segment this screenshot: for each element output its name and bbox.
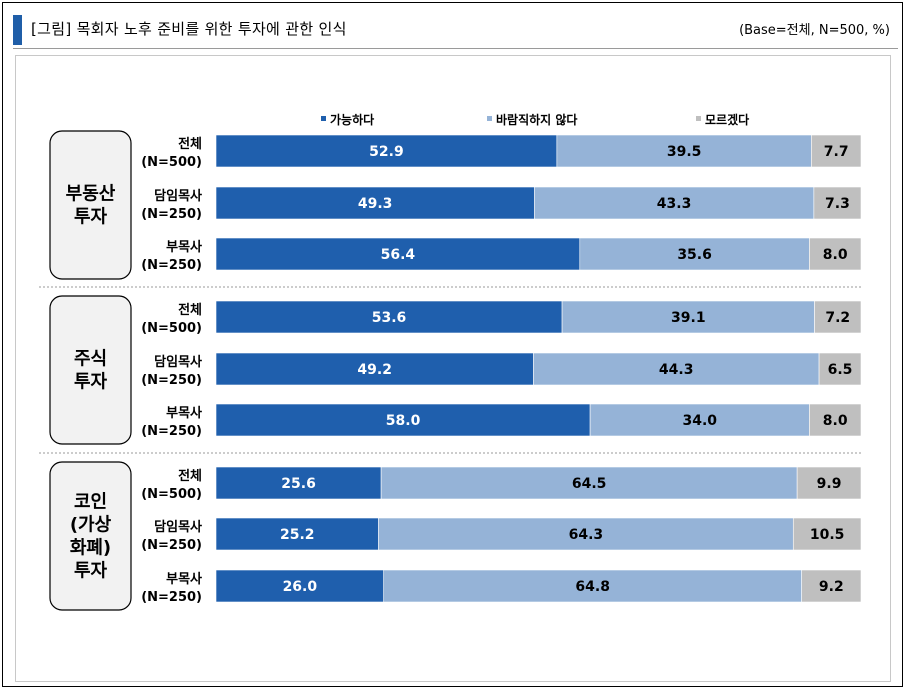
legend-label-2: 바람직하지 않다 bbox=[496, 112, 577, 127]
bar-segment-1-3-2 bbox=[579, 237, 810, 271]
row-label-3-2: 담임목사 bbox=[154, 519, 202, 535]
row-label-1-3: 부목사 bbox=[166, 239, 202, 255]
group-label-2-line-1: 주식 bbox=[74, 349, 107, 370]
row-n-3-1: (N=500) bbox=[141, 487, 202, 502]
bar-segment-3-2-3 bbox=[792, 517, 862, 551]
bar-segment-2-2-2 bbox=[533, 352, 820, 386]
bar-value-1-1-3: 7.7 bbox=[824, 144, 849, 160]
bar-segment-2-1-2 bbox=[561, 300, 815, 334]
row-label-2-2: 담임목사 bbox=[154, 354, 202, 370]
bar-value-2-3-2: 34.0 bbox=[682, 413, 717, 429]
legend-label-1: 가능하다 bbox=[330, 112, 374, 127]
row-n-1-1: (N=500) bbox=[141, 155, 202, 170]
group-box-1 bbox=[49, 130, 132, 280]
legend-swatch-1 bbox=[321, 116, 326, 121]
title-divider bbox=[13, 48, 898, 49]
bar-value-3-2-1: 25.2 bbox=[280, 527, 315, 543]
bar-value-3-1-1: 25.6 bbox=[281, 476, 316, 492]
plot-area-border bbox=[15, 55, 891, 682]
bar-value-1-3-1: 56.4 bbox=[381, 247, 416, 263]
bar-segment-3-1-3 bbox=[796, 466, 862, 500]
group-label-3-line-1: 코인 bbox=[74, 492, 107, 513]
legend-swatch-2 bbox=[487, 116, 492, 121]
legend-swatch-3 bbox=[696, 116, 701, 121]
bar-segment-1-3-1 bbox=[215, 237, 581, 271]
bar-segment-3-2-2 bbox=[378, 517, 794, 551]
chart-title: [그림] 목회자 노후 준비를 위한 투자에 관한 인식 bbox=[31, 20, 347, 38]
bar-segment-3-3-1 bbox=[215, 569, 384, 603]
row-label-1-1: 전체 bbox=[178, 136, 202, 152]
group-label-3-line-4: 투자 bbox=[74, 561, 108, 582]
title-accent-bar bbox=[13, 15, 22, 45]
bar-segment-1-3-3 bbox=[809, 237, 862, 271]
bar-segment-2-3-2 bbox=[589, 403, 810, 437]
bar-segment-1-2-3 bbox=[813, 186, 862, 220]
group-label-1-line-2: 투자 bbox=[74, 207, 108, 228]
bar-segment-3-1-2 bbox=[380, 466, 798, 500]
bar-value-2-2-1: 49.2 bbox=[357, 362, 392, 378]
group-label-2-line-2: 투자 bbox=[74, 372, 108, 393]
row-n-2-2: (N=250) bbox=[141, 373, 202, 388]
bar-segment-1-1-2 bbox=[556, 134, 812, 168]
bar-segment-3-1-1 bbox=[215, 466, 382, 500]
bar-segment-3-3-2 bbox=[383, 569, 802, 603]
bar-value-2-1-1: 53.6 bbox=[372, 310, 407, 326]
bar-segment-2-3-3 bbox=[809, 403, 862, 437]
row-label-3-1: 전체 bbox=[178, 468, 202, 484]
bar-segment-3-3-3 bbox=[801, 569, 862, 603]
group-label-3-line-3: 화폐) bbox=[70, 538, 111, 559]
bar-value-3-3-1: 26.0 bbox=[283, 579, 318, 595]
bar-value-1-2-1: 49.3 bbox=[358, 196, 393, 212]
group-label-1-line-1: 부동산 bbox=[66, 184, 116, 205]
group-box-3 bbox=[49, 461, 132, 611]
legend-label-3: 모르겠다 bbox=[705, 112, 749, 127]
bar-segment-1-2-2 bbox=[534, 186, 815, 220]
bar-value-1-1-2: 39.5 bbox=[667, 144, 702, 160]
bar-segment-2-3-1 bbox=[215, 403, 591, 437]
row-n-3-2: (N=250) bbox=[141, 538, 202, 553]
row-label-2-1: 전체 bbox=[178, 302, 202, 318]
group-label-3-line-2: (가상 bbox=[70, 515, 112, 536]
bar-value-3-2-3: 10.5 bbox=[810, 527, 845, 543]
row-n-2-1: (N=500) bbox=[141, 321, 202, 336]
bar-value-3-3-3: 9.2 bbox=[819, 579, 844, 595]
bar-value-2-1-3: 7.2 bbox=[825, 310, 850, 326]
bar-value-1-1-1: 52.9 bbox=[369, 144, 404, 160]
row-n-1-2: (N=250) bbox=[141, 207, 202, 222]
bar-segment-2-2-1 bbox=[215, 352, 534, 386]
base-note: (Base=전체, N=500, %) bbox=[739, 23, 890, 38]
bar-value-1-3-2: 35.6 bbox=[677, 247, 712, 263]
bar-value-1-3-3: 8.0 bbox=[823, 247, 848, 263]
bar-value-2-1-2: 39.1 bbox=[671, 310, 706, 326]
bar-segment-3-2-1 bbox=[215, 517, 379, 551]
bar-value-2-2-3: 6.5 bbox=[828, 362, 853, 378]
bar-segment-2-1-1 bbox=[215, 300, 563, 334]
bar-segment-2-2-3 bbox=[818, 352, 862, 386]
bar-segment-1-2-1 bbox=[215, 186, 535, 220]
row-n-1-3: (N=250) bbox=[141, 258, 202, 273]
bar-value-3-2-2: 64.3 bbox=[569, 527, 604, 543]
row-label-3-3: 부목사 bbox=[166, 571, 202, 587]
row-n-3-3: (N=250) bbox=[141, 590, 202, 605]
bar-value-2-2-2: 44.3 bbox=[659, 362, 694, 378]
bar-value-3-1-2: 64.5 bbox=[572, 476, 607, 492]
row-label-2-3: 부목사 bbox=[166, 405, 202, 421]
bar-value-3-3-2: 64.8 bbox=[575, 579, 610, 595]
bar-value-1-2-3: 7.3 bbox=[825, 196, 850, 212]
bar-segment-1-1-3 bbox=[811, 134, 862, 168]
bar-value-1-2-2: 43.3 bbox=[657, 196, 692, 212]
group-box-2 bbox=[49, 295, 132, 445]
row-n-2-3: (N=250) bbox=[141, 424, 202, 439]
bar-value-3-1-3: 9.9 bbox=[817, 476, 842, 492]
bar-segment-2-1-3 bbox=[814, 300, 862, 334]
bar-value-2-3-3: 8.0 bbox=[823, 413, 848, 429]
bar-value-2-3-1: 58.0 bbox=[386, 413, 421, 429]
row-label-1-2: 담임목사 bbox=[154, 188, 202, 204]
